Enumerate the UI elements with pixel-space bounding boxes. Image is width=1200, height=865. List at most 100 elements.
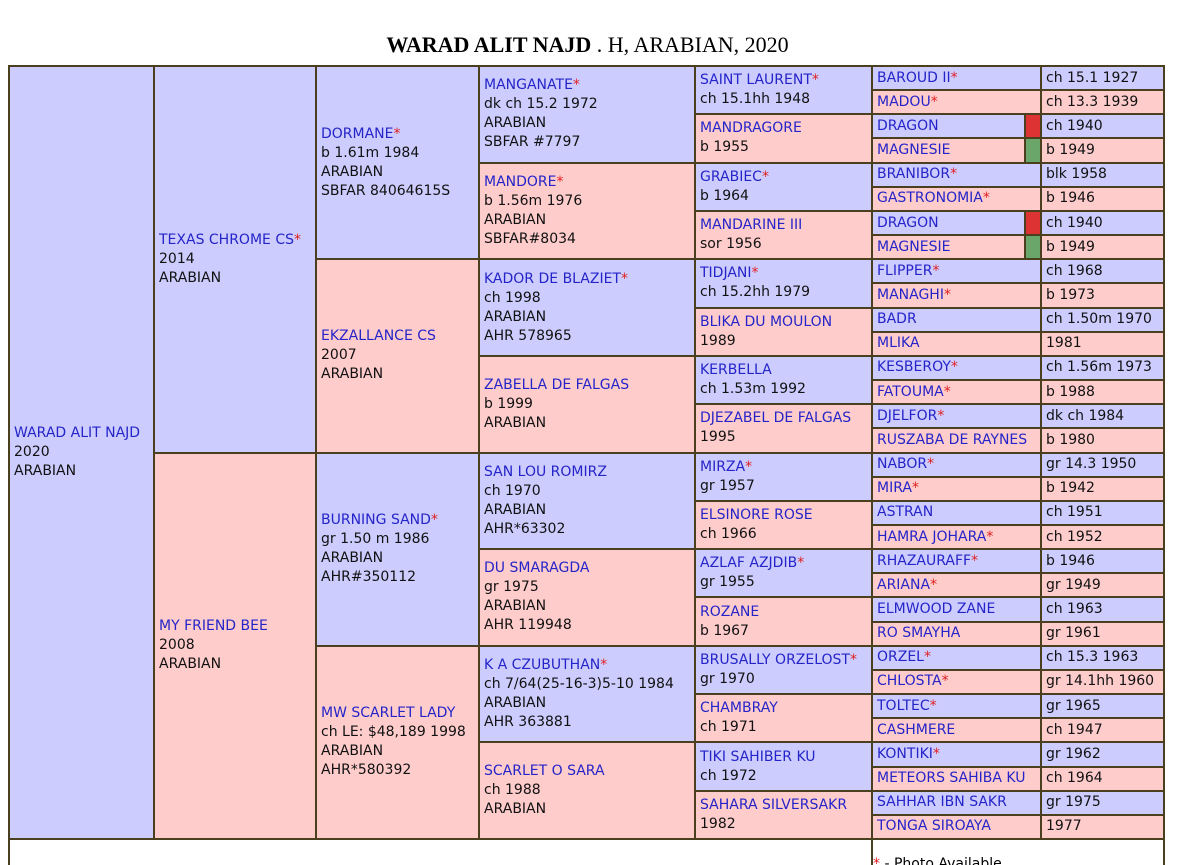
name-line: BADR (877, 310, 1040, 329)
horse-detail: 2008 (159, 637, 195, 654)
horse-cell: MANDRAGORE b 1955 (694, 113, 873, 164)
horse-cell: DRAGON (871, 113, 1042, 140)
name-line: ELMWOOD ZANE (877, 600, 1040, 619)
legend-text: - Photo Available (884, 856, 1002, 865)
photo-marker: * (950, 359, 958, 376)
horse-name: RUSZABA DE RAYNES (877, 431, 1028, 448)
photo-marker: * (745, 458, 753, 475)
horse-cell: MW SCARLET LADY ch LE: $48,189 1998 ARABIA… (315, 644, 480, 840)
horse-cell: ORZEL* (871, 644, 1042, 671)
horse-detail: AHR#350112 (321, 569, 417, 586)
horse-name: KERBELLA (700, 362, 772, 379)
horse-name: DJEZABEL DE FALGAS (700, 410, 852, 427)
name-line: SCARLET O SARA (484, 762, 694, 781)
photo-marker: * (950, 69, 958, 86)
name-line: TIDJANI* (700, 264, 871, 283)
horse-detail: ch 1940 (1046, 117, 1103, 134)
horse-cell: SCARLET O SARA ch 1988 ARABIAN (478, 741, 696, 840)
horse-name: MW SCARLET LADY (321, 705, 456, 722)
name-line: EKZALLANCE CS (321, 327, 478, 346)
horse-name: TIKI SAHIBER KU (700, 748, 816, 765)
legend-marker: * (873, 856, 880, 865)
photo-marker: * (556, 173, 564, 190)
horse-name: MLIKA (877, 335, 920, 352)
horse-name: NABOR (877, 456, 928, 473)
detail-cell: ch 1964 (1040, 765, 1165, 792)
photo-marker: * (850, 651, 857, 668)
name-line: MIRZA* (700, 458, 871, 477)
horse-detail: ch 15.3 1963 (1046, 649, 1139, 666)
horse-name: SAINT LAURENT (700, 72, 812, 89)
photo-marker: * (911, 480, 919, 497)
name-line: RO SMAYHA (877, 624, 1040, 643)
detail-cell: b 1942 (1040, 475, 1165, 502)
horse-name: KADOR DE BLAZIET (484, 270, 621, 287)
detail-cell: gr 1975 (1040, 789, 1165, 816)
horse-cell: ARIANA* (871, 572, 1042, 599)
horse-detail: dk ch 15.2 1972 (484, 96, 598, 113)
detail-cell: b 1949 (1040, 137, 1165, 164)
name-line: MANDARINE III (700, 216, 871, 235)
horse-detail: gr 1975 (1046, 794, 1101, 811)
horse-name: SCARLET O SARA (484, 763, 605, 780)
photo-marker: * (751, 265, 759, 282)
horse-detail: ch 1952 (1046, 528, 1103, 545)
horse-detail: ch 1.56m 1973 (1046, 359, 1152, 376)
horse-name: AZLAF AZJDIB (700, 555, 798, 572)
name-line: BAROUD II* (877, 69, 1040, 88)
horse-detail: gr 1949 (1046, 576, 1101, 593)
horse-detail: ch 1964 (1046, 770, 1103, 787)
horse-detail: b 1999 (484, 395, 533, 412)
name-line: MANGANATE* (484, 76, 694, 95)
detail-cell: gr 1961 (1040, 620, 1165, 647)
photo-marker: * (943, 286, 951, 303)
horse-detail: ARABIAN (484, 414, 547, 431)
horse-cell: TEXAS CHROME CS* 2014 ARABIAN (153, 65, 317, 454)
detail-cell: ch 1.50m 1970 (1040, 306, 1165, 333)
horse-name: ORZEL (877, 649, 924, 666)
name-line: MANAGHI* (877, 286, 1040, 305)
horse-detail: ch 15.1 1927 (1046, 69, 1139, 86)
horse-cell: HAMRA JOHARA* (871, 523, 1042, 551)
detail-cell: ch 1952 (1040, 523, 1165, 551)
name-line: DRAGON (877, 214, 1040, 233)
detail-cell: ch 15.1 1927 (1040, 65, 1165, 92)
name-line: ZABELLA DE FALGAS (484, 376, 694, 395)
horse-cell: DORMANE* b 1.61m 1984 ARABIAN SBFAR 8406461… (315, 65, 480, 261)
horse-cell: DJEZABEL DE FALGAS 1995 (694, 403, 873, 454)
horse-name: TEXAS CHROME CS (159, 231, 294, 248)
horse-detail: AHR*63302 (484, 520, 566, 537)
horse-cell: BLIKA DU MOULON 1989 (694, 306, 873, 357)
name-line: BURNING SAND* (321, 511, 478, 530)
photo-marker: * (797, 555, 805, 572)
horse-cell: ZABELLA DE FALGAS b 1999 ARABIAN (478, 354, 696, 454)
name-line: BRUSALLY ORZELOST* (700, 651, 871, 670)
horse-cell: MIRA* (871, 475, 1042, 502)
horse-detail: AHR 363881 (484, 714, 572, 731)
name-line: KONTIKI* (877, 745, 1040, 764)
detail-cell: ch 1968 (1040, 258, 1165, 285)
horse-detail: sor 1956 (700, 236, 762, 253)
photo-marker: * (430, 512, 438, 529)
horse-detail: ch 1.50m 1970 (1046, 311, 1152, 328)
photo-marker: * (982, 190, 990, 207)
detail-cell: ch 1940 (1040, 209, 1165, 237)
detail-cell: ch 1947 (1040, 717, 1165, 744)
name-line: ROZANE (700, 603, 871, 622)
horse-name: CHAMBRAY (700, 700, 778, 717)
horse-detail: ARABIAN (484, 801, 547, 818)
photo-marker: * (929, 697, 937, 714)
horse-detail: ch 1972 (700, 767, 757, 784)
horse-cell: SAHHAR IBN SAKR (871, 789, 1042, 816)
horse-name: CHLOSTA (877, 673, 942, 690)
horse-name: TONGA SIROAYA (877, 818, 991, 835)
photo-marker: * (294, 231, 301, 248)
horse-name: CASHMERE (877, 721, 956, 738)
horse-name: ASTRAN (877, 504, 934, 521)
name-line: K A CZUBUTHAN* (484, 656, 694, 675)
name-line: ELSINORE ROSE (700, 506, 871, 525)
name-line: SAHHAR IBN SAKR (877, 793, 1040, 812)
horse-name: EKZALLANCE CS (321, 328, 436, 345)
photo-marker: * (923, 649, 931, 666)
name-line: SAN LOU ROMIRZ (484, 463, 694, 482)
